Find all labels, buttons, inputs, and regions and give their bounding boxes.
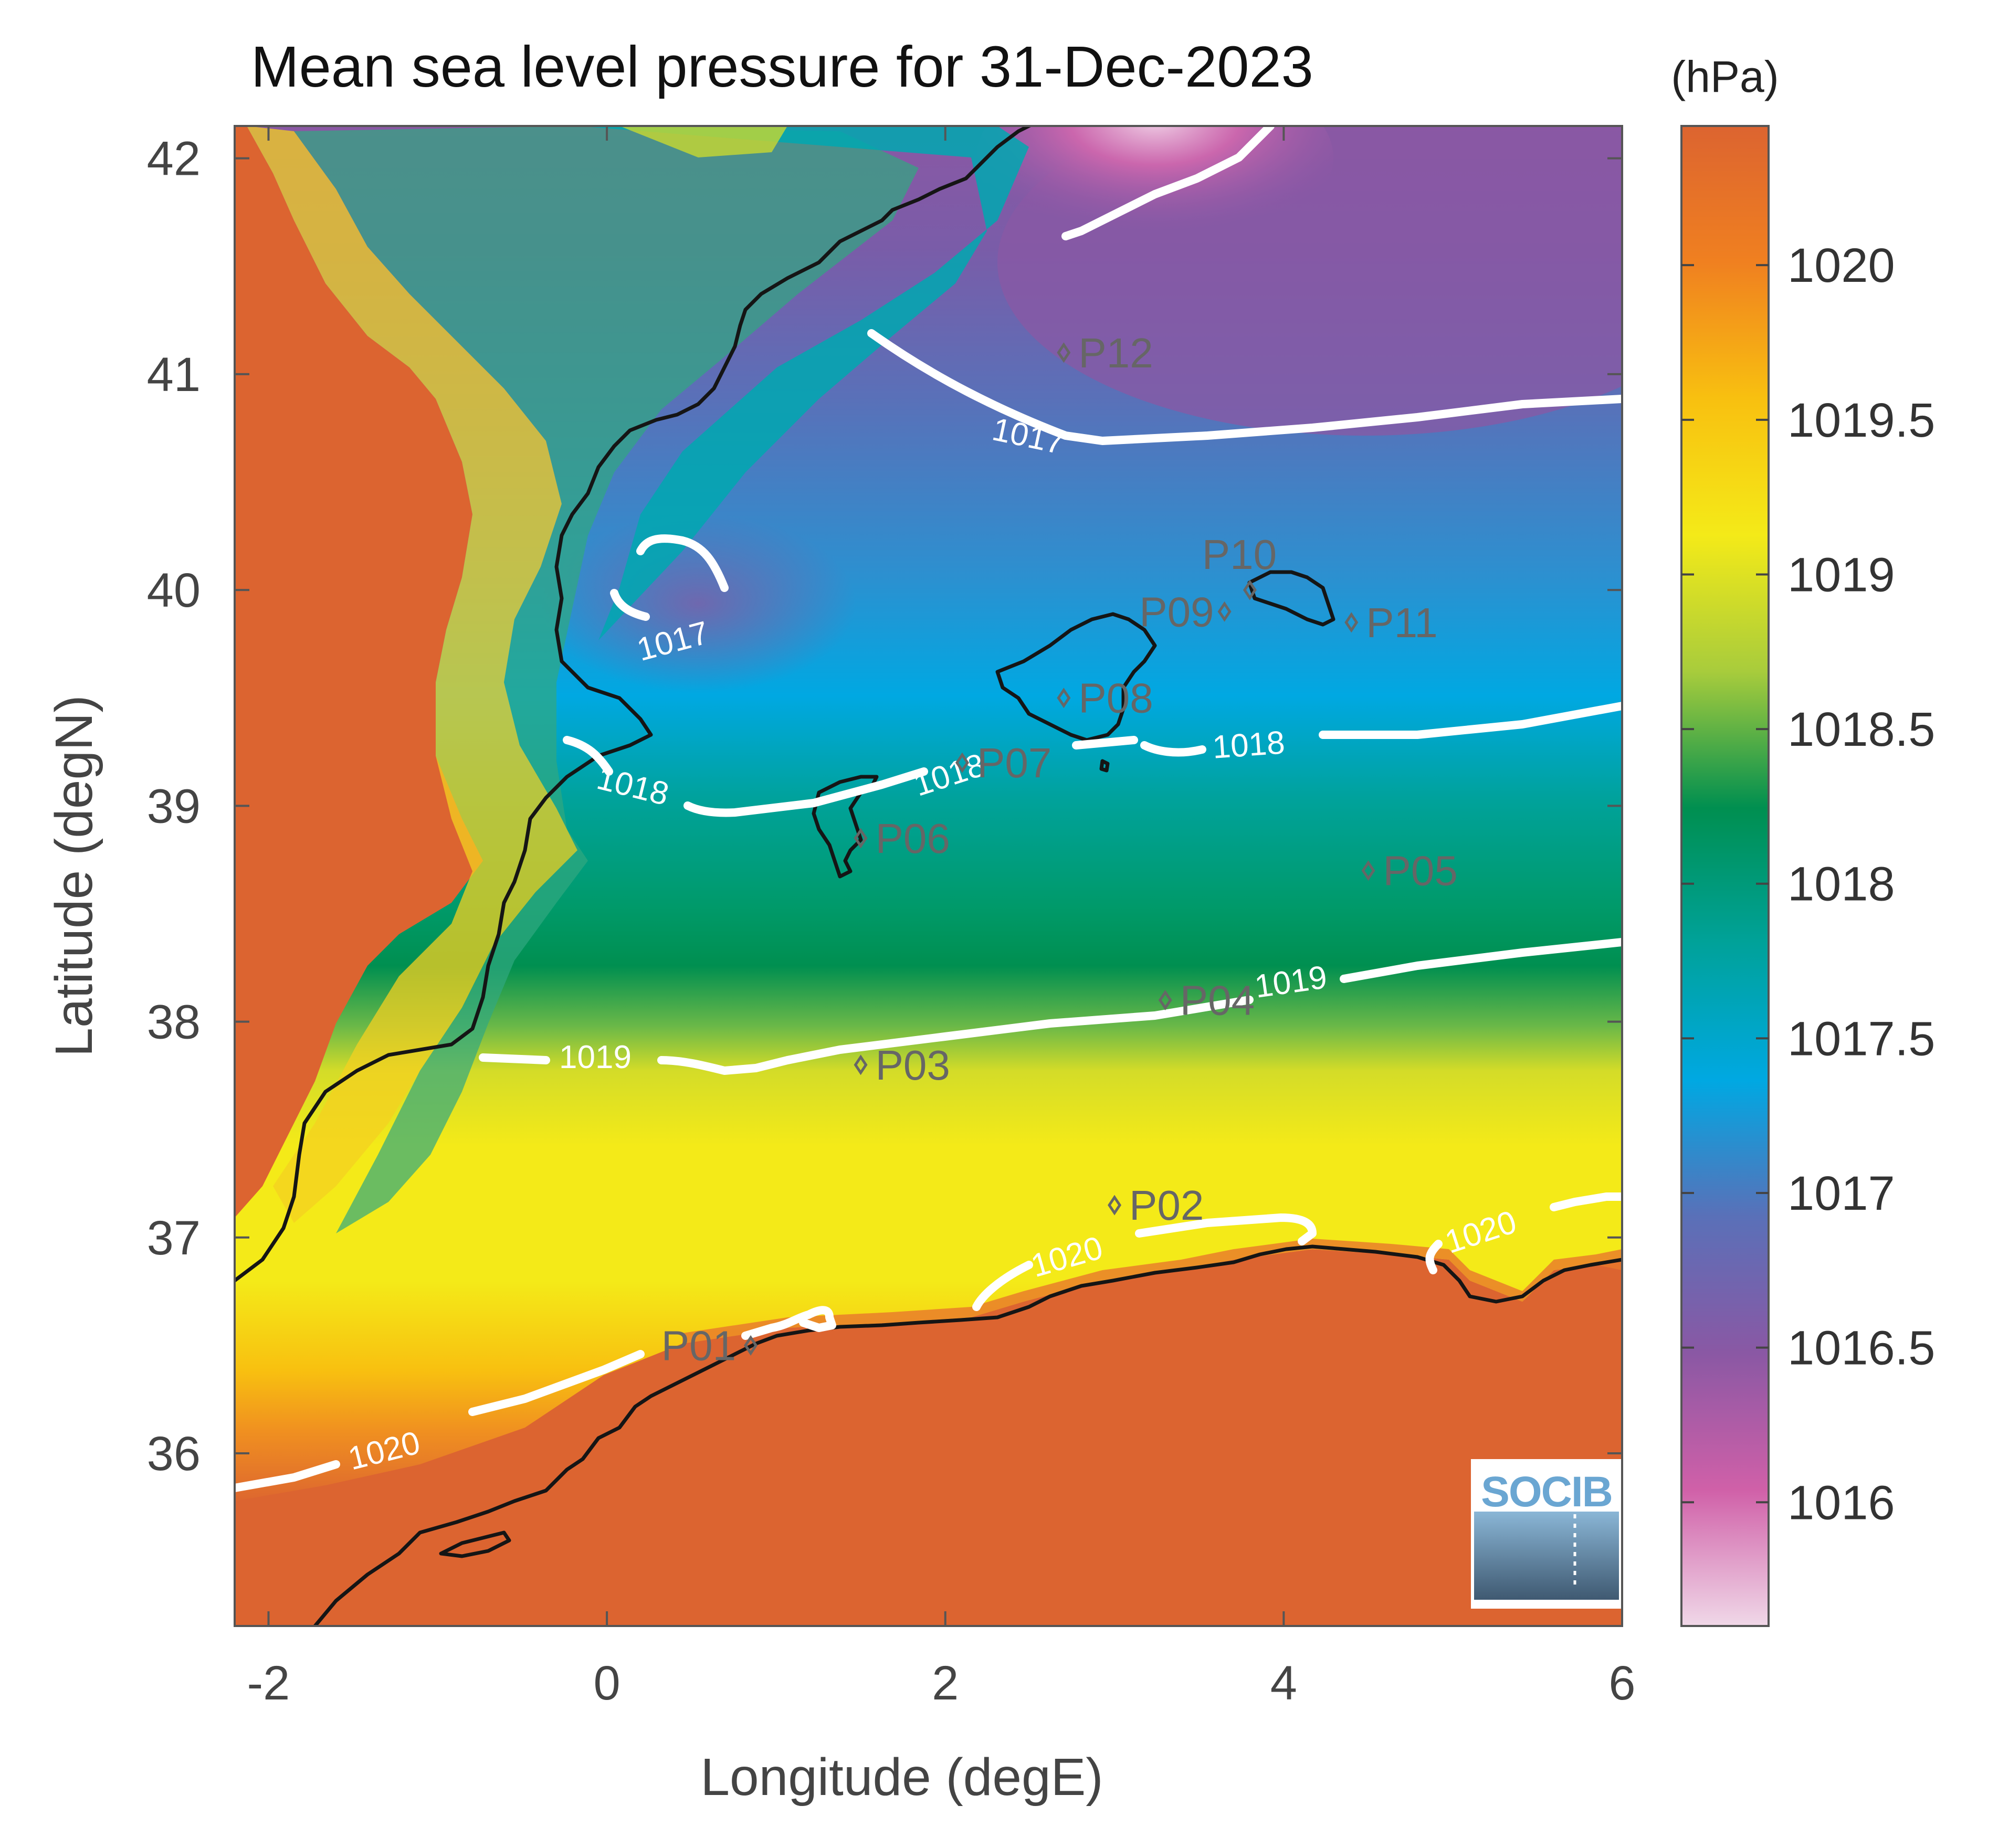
- station-label: P10: [1202, 531, 1277, 578]
- contour-1019: [479, 938, 1622, 1075]
- contour-1017-valencia-low: [610, 534, 729, 621]
- station-marker: [955, 752, 969, 773]
- coastline-catalonia: [1029, 126, 1033, 128]
- station-marker: [854, 828, 868, 849]
- station-label: P03: [876, 1042, 950, 1089]
- colorbar-tick-label: 1019.5: [1787, 394, 1935, 447]
- y-axis-label: Latitude (degN): [45, 695, 103, 1057]
- plot-frame: [234, 125, 1623, 1627]
- station-label: P06: [876, 815, 950, 862]
- x-tick-label: 0: [594, 1656, 620, 1710]
- x-tick-label: 6: [1608, 1656, 1635, 1710]
- land-iberia-inland: [235, 126, 483, 1218]
- y-tick-label: 38: [147, 996, 201, 1049]
- contour-1020-africa-mid: [972, 1213, 1317, 1311]
- y-tick-label: 39: [147, 779, 201, 833]
- pressure-map: 1017 1017 1018 1018 1018 1019 1019 1020 …: [235, 126, 1622, 1626]
- station-label: P09: [1139, 588, 1214, 635]
- colorbar-tick-label: 1016.5: [1787, 1322, 1935, 1375]
- contour-1020-africa-east: [1425, 1192, 1622, 1274]
- contour-1018: [563, 702, 1622, 817]
- colorbar-tick-label: 1018: [1787, 858, 1895, 911]
- land-north-africa: [235, 1249, 1622, 1626]
- station-marker: [1344, 612, 1359, 633]
- station-marker: [1057, 688, 1071, 709]
- x-tick-label: 2: [932, 1656, 959, 1710]
- y-tick-label: 41: [147, 348, 201, 402]
- colorbar-unit: (hPa): [1671, 52, 1779, 101]
- station-label: P07: [977, 740, 1051, 786]
- low-pressure-core-valencia: [541, 514, 856, 693]
- ibiza-island: [812, 775, 879, 879]
- x-axis-label: Longitude (degE): [700, 1748, 1103, 1807]
- y-axis: 36 37 38 39 40 41 42: [147, 132, 1622, 1481]
- station-marker: [1108, 1195, 1122, 1216]
- menorca-island: [1247, 570, 1335, 627]
- station-marker: [1057, 342, 1071, 363]
- station-marker: [1361, 860, 1375, 881]
- station-marker: [744, 1335, 758, 1356]
- station-label: P12: [1078, 330, 1153, 376]
- station-label: P02: [1129, 1182, 1204, 1229]
- station-marker: [1243, 579, 1257, 600]
- contour-label-1019-west: 1019: [559, 1039, 632, 1075]
- y-tick-label: 40: [147, 564, 201, 617]
- station-marker: [1158, 989, 1172, 1010]
- figure-title: Mean sea level pressure for 31-Dec-2023: [251, 35, 1313, 99]
- colorbar-tick-label: 1017.5: [1787, 1012, 1935, 1065]
- station-label: P04: [1180, 977, 1255, 1023]
- socib-logo: SOCIB: [1471, 1459, 1622, 1609]
- colorbar-bar: [1680, 125, 1770, 1627]
- y-tick-label: 37: [147, 1211, 201, 1265]
- station-marker: [854, 1054, 868, 1075]
- contour-1020-coast: [741, 1306, 836, 1340]
- station-label: P11: [1366, 599, 1437, 646]
- station-label: P01: [661, 1322, 736, 1369]
- x-tick-label: 4: [1270, 1656, 1297, 1710]
- colorbar: (hPa) 1016 1016.5 1017 1017.5 1018 1018.5 1019…: [1671, 52, 1935, 1627]
- land-pyrenees-teal: [577, 126, 1029, 640]
- coastline-north-africa: [313, 1244, 1622, 1626]
- station-label: P08: [1078, 675, 1153, 722]
- y-tick-label: 42: [147, 132, 201, 186]
- colorbar-ticks: 1016 1016.5 1017 1017.5 1018 1018.5 1019 1019.5…: [1681, 239, 1935, 1529]
- logo-wave-block: [1474, 1512, 1619, 1601]
- colorbar-tick-label: 1017: [1787, 1167, 1895, 1220]
- station-label: P05: [1383, 848, 1458, 894]
- x-tick-label: -2: [247, 1656, 290, 1710]
- contour-label-1018-east: 1018: [1211, 724, 1286, 765]
- land-north-yellow-patch: [619, 126, 787, 157]
- contour-1020-south: [235, 1350, 645, 1492]
- y-tick-label: 36: [147, 1427, 201, 1481]
- land-north-africa-fringe: [682, 1239, 1622, 1344]
- coastline-iberia: [235, 126, 1030, 1282]
- land-iberia-coastal-fringe: [247, 126, 577, 1223]
- land-iberia-green-band: [294, 126, 919, 1233]
- colorbar-tick-label: 1016: [1787, 1476, 1895, 1529]
- x-axis: -2 0 2 4 6: [247, 126, 1636, 1710]
- colorbar-tick-label: 1020: [1787, 239, 1895, 292]
- contour-1017-north-tip: [1061, 126, 1275, 240]
- stations-layer: P01 P02 P03 P04 P05 P06 P07 P08 P09 P10 P11 P12: [661, 330, 1458, 1369]
- colorbar-tick-label: 1018.5: [1787, 703, 1935, 756]
- station-marker: [1217, 601, 1232, 622]
- cabrera-island: [1099, 759, 1110, 773]
- colorbar-tick-label: 1019: [1787, 548, 1895, 601]
- contour-1017-north: [867, 329, 1622, 445]
- alboran-island: [439, 1530, 511, 1558]
- mallorca-island: [995, 612, 1157, 742]
- logo-text: SOCIB: [1481, 1468, 1612, 1516]
